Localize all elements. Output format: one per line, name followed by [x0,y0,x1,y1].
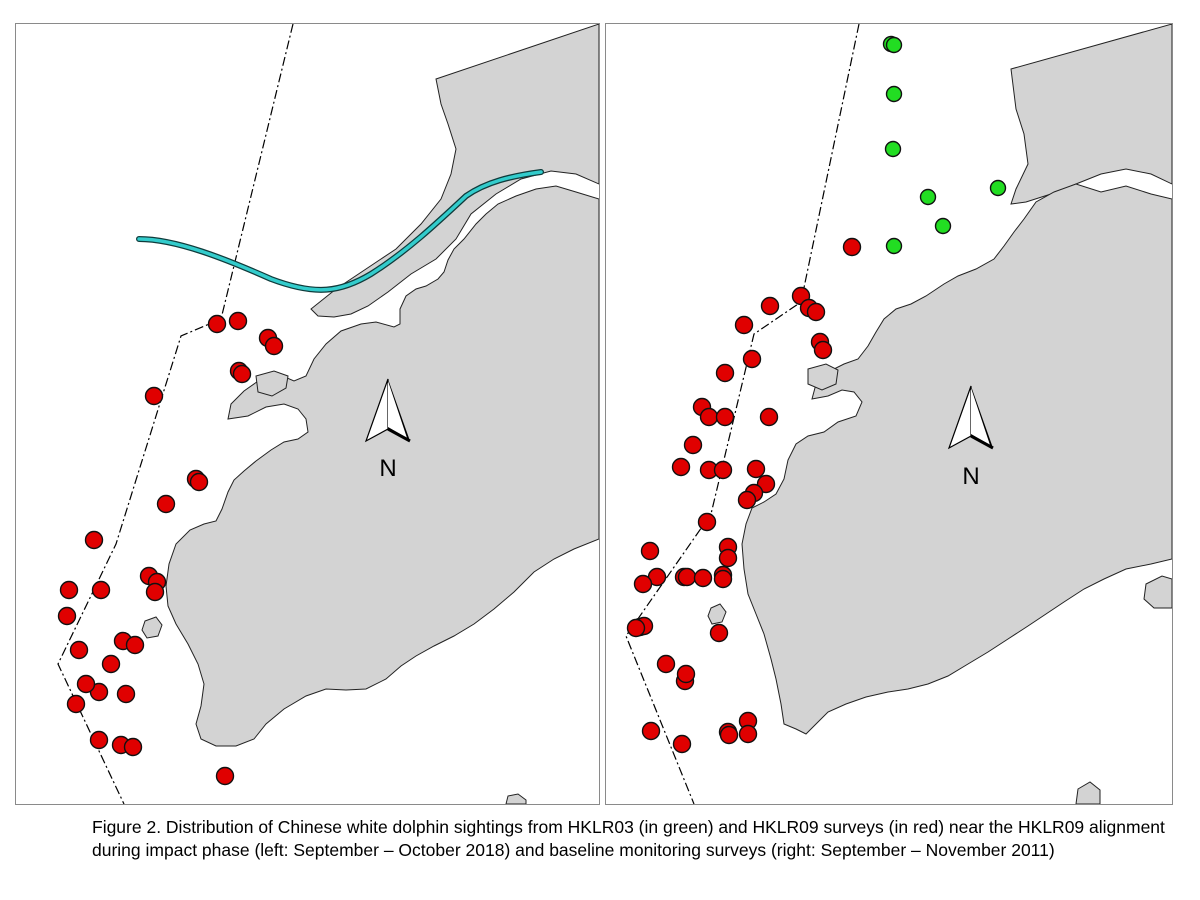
hklr09-sighting-37 [709,623,729,643]
hklr03-sighting-2 [885,36,903,54]
hklr09-alignment-fill [137,170,543,292]
islet-a [807,363,839,391]
hklr09-sighting-14 [759,407,779,427]
hklr09-sighting-25 [207,314,227,334]
north-arrow-icon [364,378,411,443]
hklr09-sighting-8 [84,530,104,550]
map-right-canvas: N [625,24,1172,804]
hklr09-sighting-5 [806,302,826,322]
map-left-canvas: N [57,24,599,804]
sighting-markers [57,311,284,786]
hklr09-sighting-44 [738,724,758,744]
hklr09-sighting-3 [760,296,780,316]
north-arrow-icon [947,385,994,450]
hklr03-sighting-4 [884,140,902,158]
islet-b [141,616,163,639]
map-left-impact-phase: N [15,23,600,805]
hklr09-sighting-7 [189,472,209,492]
hklr09-sighting-29 [156,494,176,514]
hklr03-sighting-6 [989,179,1007,197]
hklr09-sighting-45 [676,664,696,684]
islet-c [505,793,527,804]
islet-a [255,370,289,397]
hklr09-sighting-26 [718,548,738,568]
hklr09-sighting-24 [215,766,235,786]
hklr03-sighting-8 [885,237,903,255]
hklr09-sighting-23 [697,512,717,532]
hklr09-sighting-16 [671,457,691,477]
hklr09-sighting-22 [737,490,757,510]
hklr09-sighting-40 [672,734,692,754]
islet-c [1075,781,1101,804]
hklr09-sighting-8 [813,340,833,360]
hklr03-sighting-3 [885,85,903,103]
hklr09-sighting-18 [66,694,86,714]
hklr09-sighting-39 [641,721,661,741]
hklr09-sighting-33 [713,569,733,589]
hklr09-sighting-1 [842,237,862,257]
hklr09-sighting-46 [656,654,676,674]
hklr03-sighting-7 [934,217,952,235]
hklr09-sighting-30 [677,567,697,587]
hklr09-sighting-24 [640,541,660,561]
hklr09-sighting-21 [89,730,109,750]
hklr09-sighting-6 [734,315,754,335]
hklr09-sighting-12 [699,407,719,427]
hklr09-sighting-10 [91,580,111,600]
hklr09-sighting-23 [123,737,143,757]
hklr09-sighting-15 [683,435,703,455]
main-island [741,183,1172,735]
hklr09-sighting-27 [101,654,121,674]
hklr09-sighting-1 [228,311,248,331]
hklr09-sighting-36 [626,618,646,638]
hklr03-sighting-5 [919,188,937,206]
islet-d [1143,575,1172,609]
hklr09-sighting-17 [125,635,145,655]
waters-boundary-line [625,24,860,804]
hklr09-sighting-26 [264,336,284,356]
north-arrow-label: N [379,455,396,482]
hklr09-sighting-18 [713,460,733,480]
hklr09-sighting-20 [116,684,136,704]
hklr09-sighting-28 [633,574,653,594]
main-island [165,185,599,747]
hklr09-sighting-10 [715,363,735,383]
hklr09-sighting-31 [693,568,713,588]
hklr09-sighting-9 [59,580,79,600]
north-landmass [1010,24,1172,205]
hklr09-sighting-5 [144,386,164,406]
map-right-baseline: N [605,23,1173,805]
hklr09-sighting-28 [76,674,96,694]
hklr09-sighting-42 [719,725,739,745]
figure-caption: Figure 2. Distribution of Chinese white … [92,817,1165,860]
hklr09-sighting-13 [715,407,735,427]
hklr09-sighting-15 [69,640,89,660]
north-arrow-label: N [962,463,979,490]
islet-b [707,603,727,625]
hklr09-sighting-14 [57,606,77,626]
hklr09-sighting-4 [232,364,252,384]
sighting-markers [626,35,1007,754]
hklr09-sighting-19 [746,459,766,479]
hklr09-sighting-13 [145,582,165,602]
hklr09-sighting-9 [742,349,762,369]
